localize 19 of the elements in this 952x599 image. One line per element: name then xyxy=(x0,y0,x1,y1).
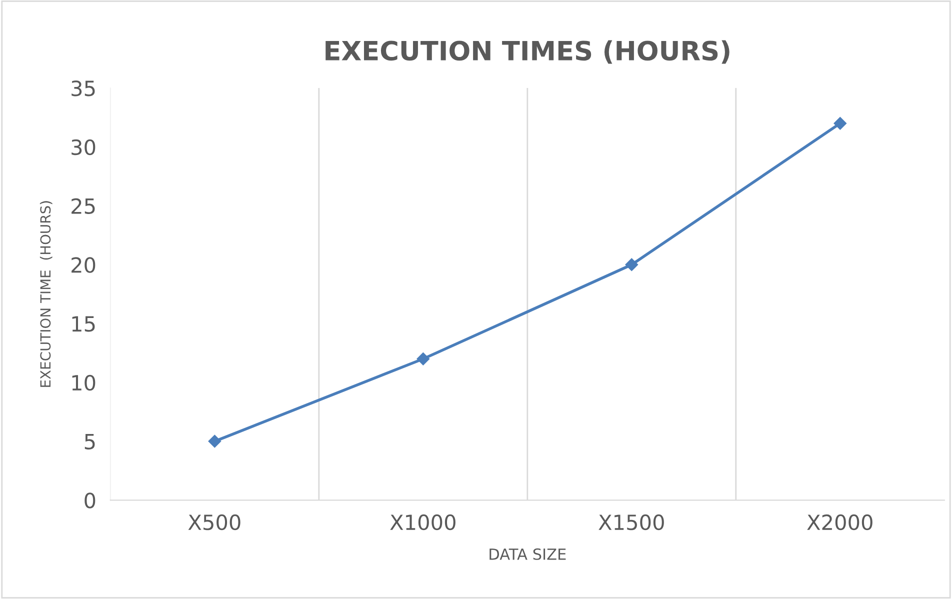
y-tick-label: 25 xyxy=(72,198,95,214)
y-tick-label: 5 xyxy=(84,434,95,450)
x-tick-label: X1500 xyxy=(598,514,664,530)
x-tick-label: X2000 xyxy=(807,514,872,530)
point xyxy=(625,258,638,272)
chart-title: EXECUTION TIMES (HOURS) xyxy=(326,40,730,64)
y-tick-label: 20 xyxy=(72,257,96,273)
y-tick-label: 30 xyxy=(72,139,96,156)
y-tick-label: 10 xyxy=(72,374,96,391)
x-tick-label: X500 xyxy=(188,514,240,530)
x-tick-label: X1000 xyxy=(390,514,456,530)
point xyxy=(834,116,847,130)
point xyxy=(208,434,222,448)
y-axis-title: EXECUTION TIME (HOURS) xyxy=(40,201,52,387)
y-tick-label: 0 xyxy=(84,492,96,508)
y-tick-label: 15 xyxy=(72,316,95,332)
y-tick-label: 35 xyxy=(72,80,95,96)
x-axis-title: DATA SIZE xyxy=(490,548,566,560)
point xyxy=(416,352,430,366)
